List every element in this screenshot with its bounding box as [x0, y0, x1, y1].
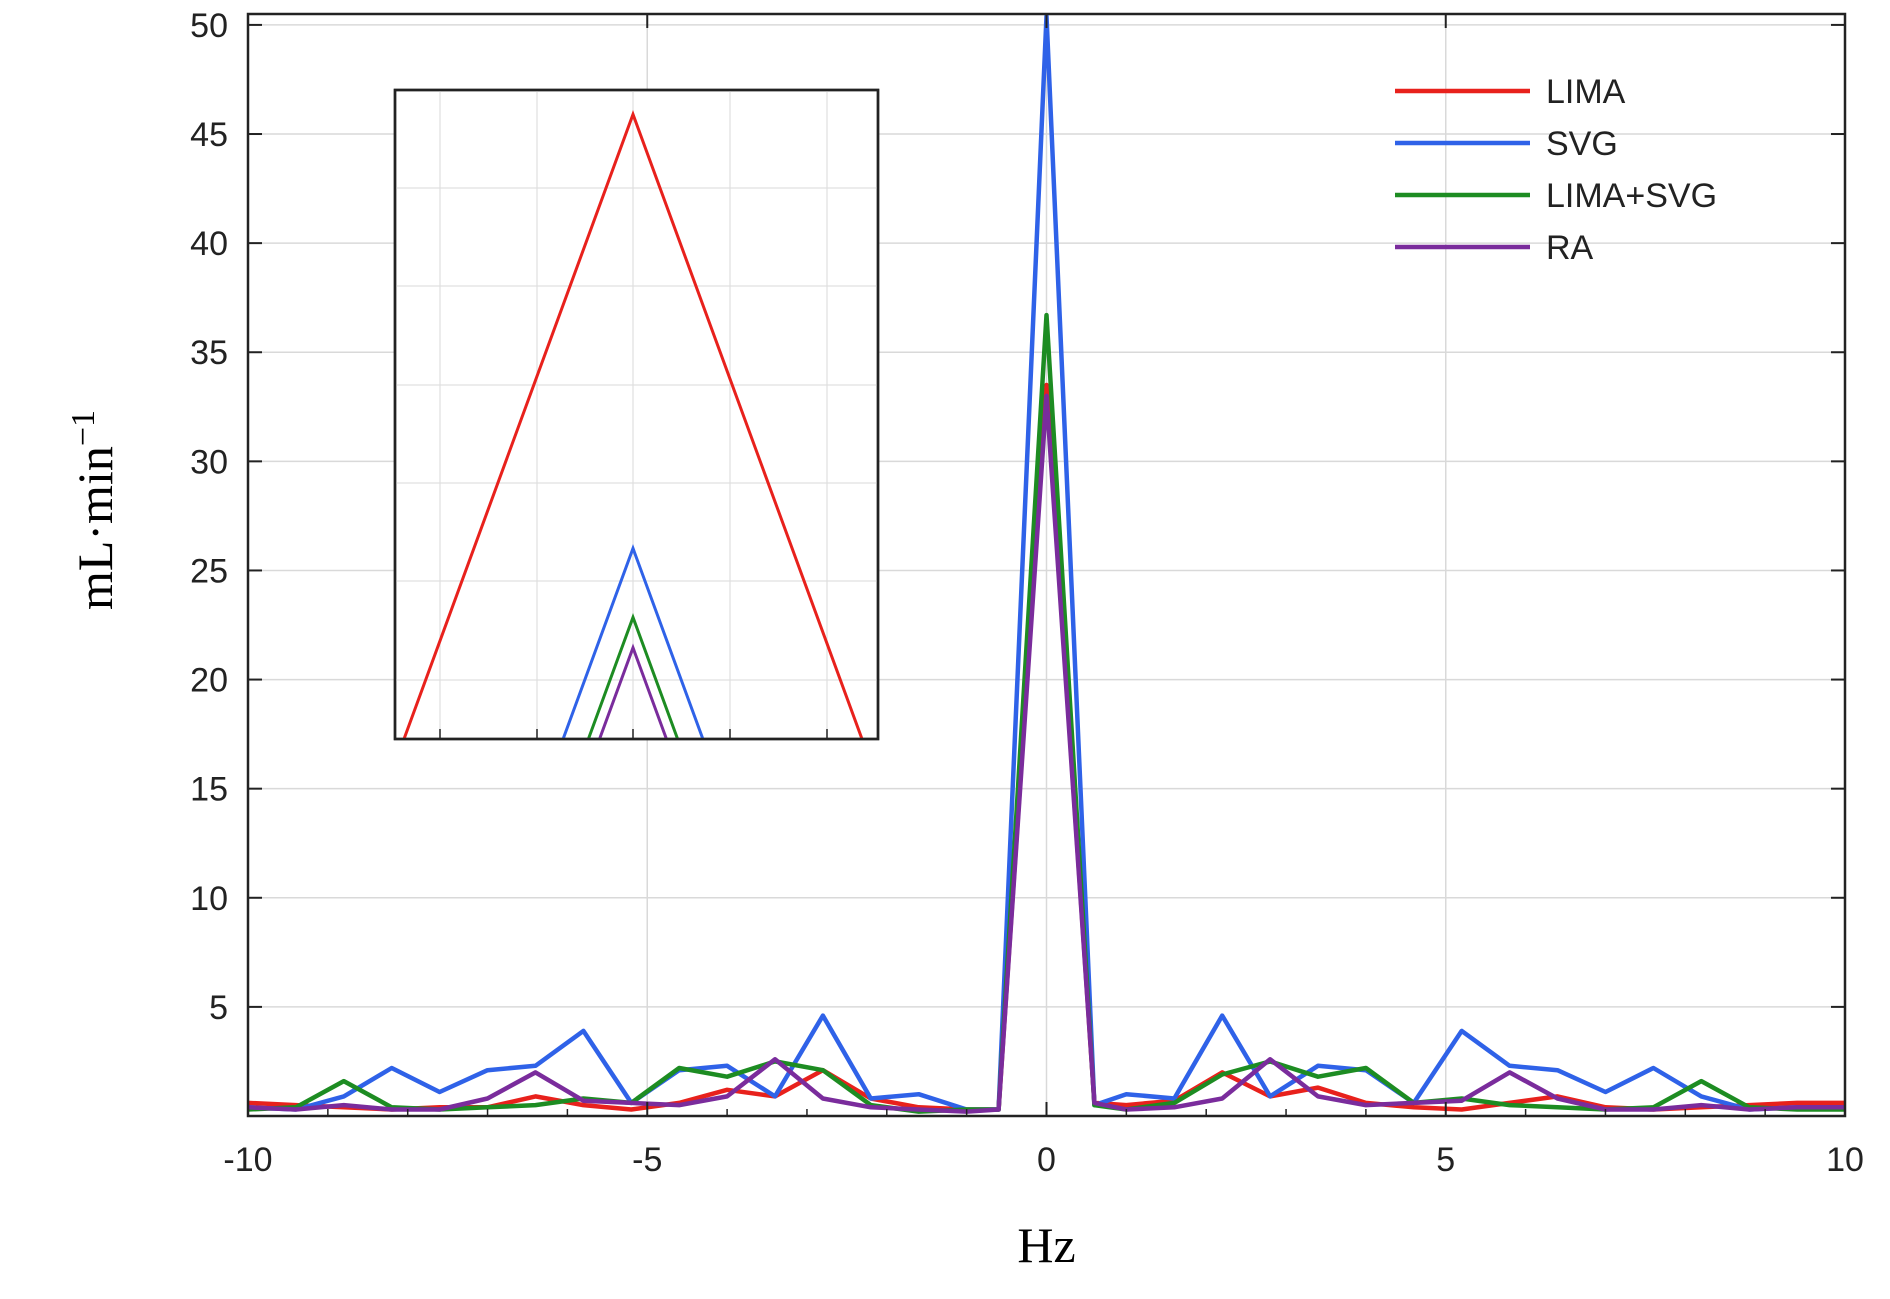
- x-tick-label: 10: [1826, 1141, 1864, 1179]
- x-tick-label: 5: [1436, 1141, 1455, 1179]
- y-tick-label: 50: [190, 7, 228, 45]
- inset-peak-lima: [402, 109, 864, 739]
- zoom-inset: [393, 88, 880, 741]
- inset-frame: [393, 88, 880, 741]
- inset-peak-lima-svg: [586, 612, 680, 739]
- y-tick-label: 40: [190, 225, 228, 263]
- y-tick-label: 20: [190, 662, 228, 700]
- legend-label-lima-svg: LIMA+SVG: [1546, 177, 1717, 215]
- legend-label-lima: LIMA: [1546, 73, 1626, 111]
- y-tick-label: 30: [190, 443, 228, 481]
- y-axis-label-text: mL·min: [67, 446, 123, 610]
- x-tick-label: -10: [223, 1141, 272, 1179]
- y-tick-label: 10: [190, 880, 228, 918]
- tick-labels: 5 10 15 20 25 30 35 40 45 50 -10 -5 0 5 10: [190, 7, 1864, 1179]
- legend: LIMA SVG LIMA+SVG RA: [1395, 73, 1717, 267]
- y-tick-label: 15: [190, 771, 228, 809]
- inset-series: [393, 88, 880, 741]
- x-tick-label: 0: [1037, 1141, 1056, 1179]
- inset-peak-ra: [598, 643, 668, 739]
- inset-background: [393, 88, 880, 741]
- legend-label-ra: RA: [1546, 229, 1594, 267]
- series-line-ra: [247, 393, 1845, 1114]
- inset-grid: [395, 90, 878, 739]
- x-tick-label: -5: [632, 1141, 662, 1179]
- y-axis-label: mL·min−1: [65, 410, 123, 610]
- y-tick-label: 5: [209, 989, 228, 1027]
- inset-peak-svg: [561, 543, 705, 739]
- legend-label-svg: SVG: [1546, 125, 1618, 163]
- x-axis-label: Hz: [1017, 1217, 1075, 1273]
- series-line-lima-svg: [247, 312, 1845, 1114]
- axis-ticks: [247, 14, 1846, 1116]
- y-axis-label-superscript: −1: [65, 410, 102, 446]
- y-tick-label: 25: [190, 552, 228, 590]
- y-tick-label: 45: [190, 116, 228, 154]
- y-tick-label: 35: [190, 334, 228, 372]
